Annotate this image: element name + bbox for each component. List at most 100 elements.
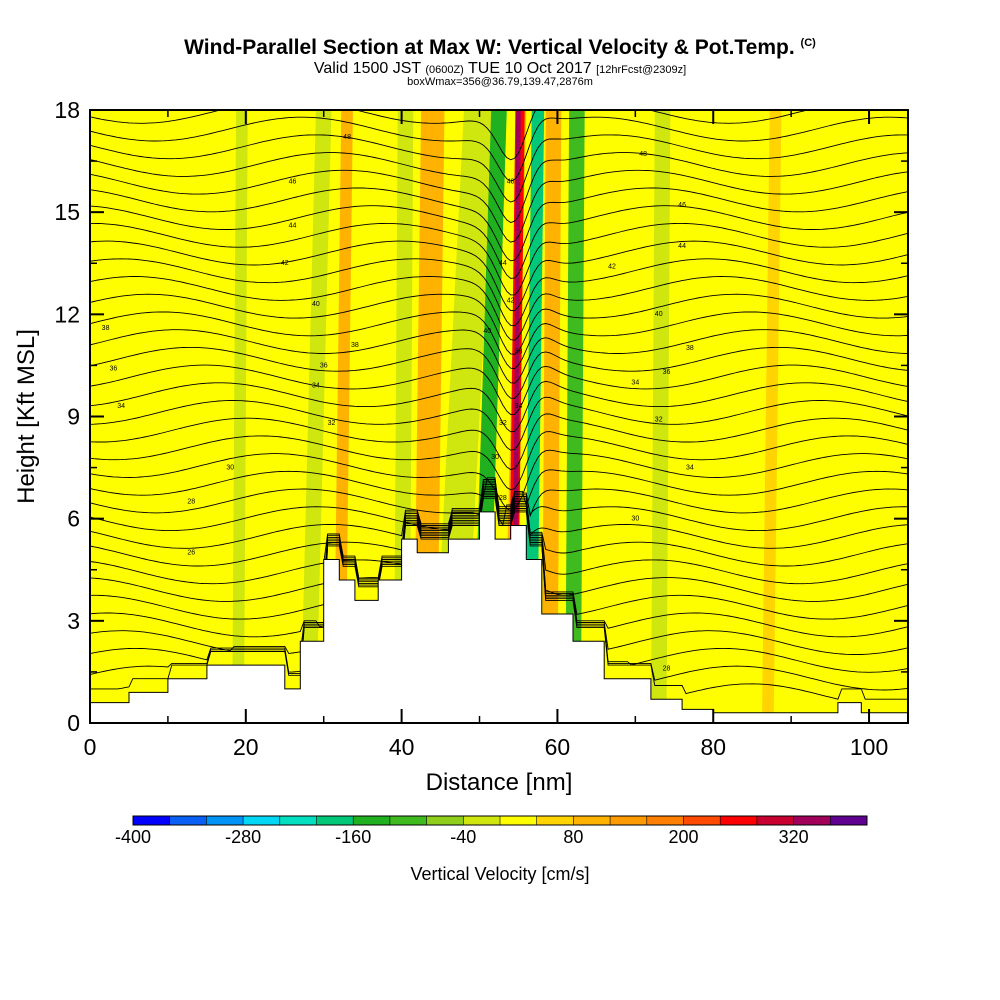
x-tick-label: 60 <box>545 734 571 760</box>
y-tick-label: 6 <box>67 506 80 532</box>
theta-contour <box>90 240 908 312</box>
y-tick-label: 15 <box>54 199 80 225</box>
colorbar-swatch <box>573 816 611 825</box>
contour-label: 34 <box>686 464 694 471</box>
chart-title-tag: (C) <box>800 37 816 49</box>
theta-contour <box>90 479 908 518</box>
colorbar-label: -280 <box>225 827 261 847</box>
theta-contour <box>90 431 908 491</box>
y-tick-label: 12 <box>54 301 80 327</box>
theta-contour <box>90 276 908 341</box>
colorbar-label: -160 <box>335 827 371 847</box>
colorbar-swatch <box>830 816 868 825</box>
colorbar-title: Vertical Velocity [cm/s] <box>410 864 589 884</box>
contour-label: 48 <box>639 151 647 158</box>
colorbar-label: -40 <box>450 827 476 847</box>
contour-label: 30 <box>226 464 234 471</box>
contour-label: 34 <box>117 403 125 410</box>
theta-contour <box>90 311 908 369</box>
contour-label: 32 <box>499 420 507 427</box>
colorbar-label: 80 <box>563 827 583 847</box>
colorbar-swatch <box>720 816 758 825</box>
theta-contour <box>90 258 908 327</box>
colorbar-swatch <box>316 816 354 825</box>
colorbar-swatch <box>169 816 207 825</box>
x-tick-label: 80 <box>700 734 726 760</box>
contour-label: 44 <box>499 260 507 267</box>
colorbar-swatch <box>610 816 648 825</box>
chart-title: Wind-Parallel Section at Max W: Vertical… <box>0 36 1000 60</box>
theta-contour <box>90 482 908 549</box>
x-tick-label: 0 <box>84 734 97 760</box>
velocity-band <box>541 110 562 723</box>
contour-label: 26 <box>187 550 195 557</box>
contour-labels: 48 46 44 42 40 38 38 36 36 34 34 32 30 28 26 48 46 44 42 40… <box>102 134 694 672</box>
y-axis-title: Height [Kft MSL] <box>13 329 40 504</box>
chart-title-text: Wind-Parallel Section at Max W: Vertical… <box>184 36 795 59</box>
theta-contour <box>90 293 908 355</box>
y-tick-label: 0 <box>67 710 80 736</box>
colorbar-label: -400 <box>115 827 151 847</box>
contour-label: 46 <box>678 202 686 209</box>
colorbar-swatch <box>536 816 574 825</box>
colorbar-swatch <box>426 816 464 825</box>
contour-label: 42 <box>507 298 515 305</box>
theta-contour <box>90 169 908 243</box>
colorbar-swatch <box>646 816 684 825</box>
colorbar-label: 200 <box>668 827 698 847</box>
theta-contour <box>90 469 908 527</box>
contour-label: 28 <box>499 495 507 502</box>
theta-contour <box>90 380 908 433</box>
contour-label: 42 <box>608 263 616 270</box>
contour-label: 46 <box>289 178 297 185</box>
velocity-band <box>232 110 248 723</box>
valid-utc: (0600Z) <box>425 64 464 76</box>
colorbar-swatch <box>206 816 244 825</box>
forecast-tag: [12hrFcst@2309z] <box>596 64 687 76</box>
y-tick-label: 18 <box>54 97 80 123</box>
colorbar-label: 320 <box>779 827 809 847</box>
contour-label: 32 <box>655 417 663 424</box>
contour-label: 32 <box>328 420 336 427</box>
box-info: boxWmax=356@36.79,139.47,2876m <box>407 76 593 88</box>
y-tick-label: 9 <box>67 404 80 430</box>
colorbar-swatch <box>683 816 721 825</box>
valid-time: Valid 1500 JST <box>313 60 421 77</box>
theta-contour <box>90 364 908 415</box>
theta-contour <box>90 329 908 384</box>
colorbar-swatch <box>500 816 538 825</box>
contour-label: 34 <box>631 379 639 386</box>
theta-contour <box>90 480 908 532</box>
theta-contour <box>90 485 908 585</box>
theta-contour <box>90 413 908 471</box>
contour-label: 28 <box>663 665 671 672</box>
x-axis-title: Distance [nm] <box>426 769 573 796</box>
colorbar-swatch <box>389 816 428 825</box>
contour-label: 44 <box>289 223 297 230</box>
theta-contour <box>90 396 908 451</box>
colorbar: -400 -280 -160 -40 80 200 320 Vertical Velocity… <box>115 815 868 884</box>
theta-contour <box>90 497 908 700</box>
colorbar-swatch <box>756 816 795 825</box>
contour-label: 40 <box>312 301 320 308</box>
contour-label: 34 <box>515 403 523 410</box>
x-tick-label: 20 <box>233 734 259 760</box>
theta-contour <box>90 187 908 262</box>
theta-contour <box>90 205 908 279</box>
theta-contours <box>90 110 908 700</box>
contour-label: 38 <box>351 342 359 349</box>
colorbar-swatch <box>463 816 501 825</box>
theta-contour <box>90 222 908 296</box>
theta-contour <box>90 134 908 203</box>
colorbar-swatch <box>279 816 317 825</box>
theta-contour <box>90 492 908 655</box>
contour-label: 40 <box>483 328 491 335</box>
theta-contour <box>90 116 908 182</box>
contour-label: 40 <box>655 311 663 318</box>
x-tick-label: 100 <box>850 734 888 760</box>
x-tick-label: 40 <box>389 734 415 760</box>
velocity-band <box>761 110 782 723</box>
theta-contour <box>90 346 908 399</box>
